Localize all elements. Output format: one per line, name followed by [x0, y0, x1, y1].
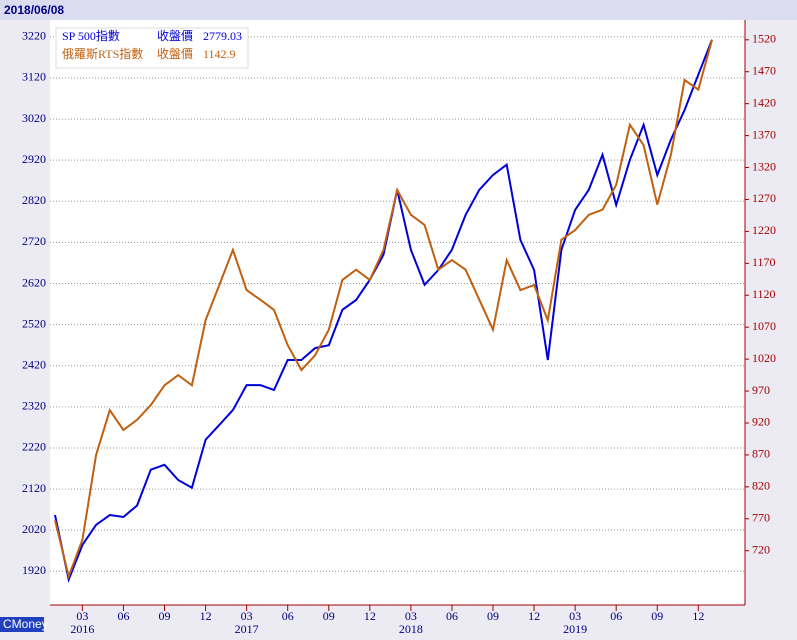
y2-tick-label: 1470	[752, 63, 776, 77]
source-box	[0, 617, 44, 632]
y2-tick-label: 1320	[752, 159, 776, 173]
header-bar	[0, 0, 797, 20]
x-tick-label: 06	[117, 609, 129, 623]
series-line	[54, 39, 713, 580]
y-tick-label: 2420	[22, 357, 46, 371]
year-label: 2017	[235, 622, 259, 635]
y2-tick-label: 970	[752, 383, 770, 397]
legend-close-label: 收盤價	[157, 47, 193, 61]
y2-tick-label: 870	[752, 447, 770, 461]
x-tick-label: 03	[241, 609, 253, 623]
y2-tick-label: 1020	[752, 351, 776, 365]
y-tick-label: 2220	[22, 440, 46, 454]
y2-tick-label: 1220	[752, 223, 776, 237]
plot-area	[50, 20, 745, 605]
y2-tick-label: 720	[752, 542, 770, 556]
legend-close: 2779.03	[203, 29, 242, 43]
y2-tick-label: 1170	[752, 255, 776, 269]
y2-tick-label: 1070	[752, 319, 776, 333]
x-tick-label: 09	[651, 609, 663, 623]
y-tick-label: 2520	[22, 316, 46, 330]
x-tick-label: 09	[323, 609, 335, 623]
x-tick-label: 12	[364, 609, 376, 623]
legend-close: 1142.9	[203, 47, 236, 61]
x-tick-label: 03	[76, 609, 88, 623]
y-tick-label: 2120	[22, 481, 46, 495]
y-tick-label: 2720	[22, 234, 46, 248]
x-tick-label: 12	[200, 609, 212, 623]
y-tick-label: 2620	[22, 275, 46, 289]
legend-name: SP 500指數	[62, 28, 120, 43]
year-label: 2019	[563, 622, 587, 635]
x-tick-label: 06	[446, 609, 458, 623]
y2-tick-label: 1520	[752, 32, 776, 46]
x-tick-label: 06	[282, 609, 294, 623]
x-tick-label: 06	[610, 609, 622, 623]
x-tick-label: 03	[405, 609, 417, 623]
y-tick-label: 1920	[22, 563, 46, 577]
year-label: 2018	[399, 622, 423, 635]
y2-tick-label: 1270	[752, 191, 776, 205]
y2-tick-label: 770	[752, 511, 770, 525]
date: 2018/06/08	[4, 3, 64, 17]
year-label: 2016	[70, 622, 94, 635]
y2-tick-label: 1370	[752, 127, 776, 141]
legend-box	[55, 27, 249, 69]
y2-tick-label: 1420	[752, 95, 776, 109]
x-tick-label: 09	[159, 609, 171, 623]
y-tick-label: 2020	[22, 522, 46, 536]
y2-tick-label: 920	[752, 415, 770, 429]
y-tick-label: 2920	[22, 152, 46, 166]
x-tick-label: 09	[487, 609, 499, 623]
y-tick-label: 2820	[22, 193, 46, 207]
y-tick-label: 3120	[22, 70, 46, 84]
y2-tick-label: 1120	[752, 287, 776, 301]
x-tick-label: 03	[569, 609, 581, 623]
y-tick-label: 2320	[22, 399, 46, 413]
y2-tick-label: 820	[752, 479, 770, 493]
legend-close-label: 收盤價	[157, 29, 193, 43]
y-tick-label: 3020	[22, 111, 46, 125]
legend-name: 俄羅斯RTS指數	[62, 46, 143, 61]
x-tick-label: 12	[692, 609, 704, 623]
source: CMoney	[3, 617, 48, 631]
y-tick-label: 3220	[22, 29, 46, 43]
x-tick-label: 12	[528, 609, 540, 623]
series-line	[54, 39, 713, 583]
